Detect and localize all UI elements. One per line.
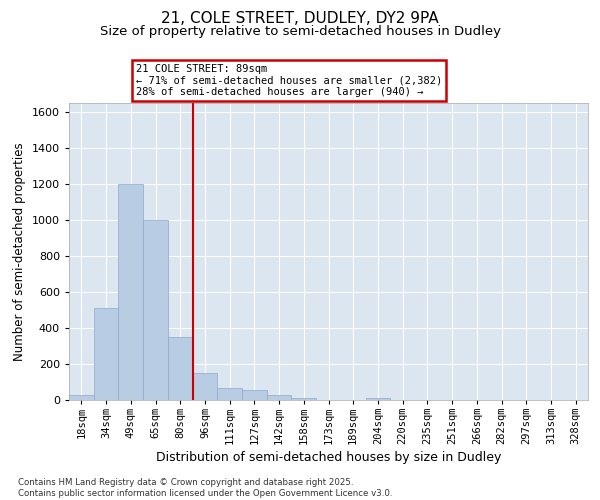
- Bar: [217, 388, 242, 400]
- Bar: [365, 398, 390, 400]
- Bar: [118, 184, 143, 400]
- Bar: [193, 373, 217, 400]
- Text: Contains HM Land Registry data © Crown copyright and database right 2025.
Contai: Contains HM Land Registry data © Crown c…: [18, 478, 392, 498]
- Text: 21, COLE STREET, DUDLEY, DY2 9PA: 21, COLE STREET, DUDLEY, DY2 9PA: [161, 11, 439, 26]
- Text: Size of property relative to semi-detached houses in Dudley: Size of property relative to semi-detach…: [100, 25, 500, 38]
- Bar: [267, 394, 292, 400]
- Bar: [292, 398, 316, 400]
- X-axis label: Distribution of semi-detached houses by size in Dudley: Distribution of semi-detached houses by …: [156, 452, 501, 464]
- Y-axis label: Number of semi-detached properties: Number of semi-detached properties: [13, 142, 26, 360]
- Bar: [69, 394, 94, 400]
- Bar: [94, 308, 118, 400]
- Bar: [143, 220, 168, 400]
- Bar: [242, 390, 267, 400]
- Text: 21 COLE STREET: 89sqm
← 71% of semi-detached houses are smaller (2,382)
28% of s: 21 COLE STREET: 89sqm ← 71% of semi-deta…: [136, 64, 442, 97]
- Bar: [168, 337, 193, 400]
